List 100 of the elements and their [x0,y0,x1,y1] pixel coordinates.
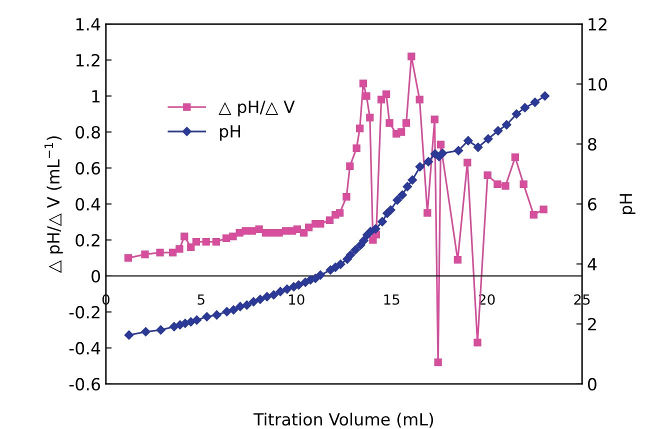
point [316,270,326,280]
point [350,245,360,255]
point [310,274,320,283]
y-tick-label: -0.6 [69,378,100,391]
point [346,250,356,260]
point [436,140,445,148]
legend-label: pH [220,125,240,141]
point [378,217,387,226]
y2-tick-label: 12 [588,18,606,30]
point [408,52,416,60]
y2-tick-label: 2 [588,318,596,330]
y-tick-label: 1 [92,90,100,102]
point [424,209,432,217]
point [242,300,252,310]
point [398,128,406,136]
point [362,92,370,100]
point [276,286,286,296]
point [330,262,340,272]
point [530,98,540,107]
point [540,91,550,101]
point [454,146,464,156]
point [511,153,520,162]
point [416,96,424,104]
point [378,96,386,104]
point [275,228,283,237]
point [141,327,150,336]
point [202,238,210,246]
point [484,171,492,180]
point [192,238,200,246]
point [502,120,512,130]
y-tick-label: 0.8 [76,126,100,139]
point [366,114,374,122]
point [262,292,272,302]
point [402,182,412,192]
y-tick-label: -0.4 [69,342,100,355]
x-tick-label: 10 [289,294,304,305]
point [434,358,442,366]
point [438,148,448,158]
point [222,234,230,242]
point [242,227,250,235]
point [124,254,132,262]
point [454,256,462,264]
point [294,280,304,290]
point [168,248,177,256]
point [212,310,222,320]
point [346,162,354,170]
point [342,192,350,201]
point [370,224,380,234]
point [293,225,301,234]
point [359,80,368,88]
point [494,180,502,188]
point [222,307,232,316]
point [248,227,256,235]
y-tick-label: 1.4 [76,18,100,30]
point [464,136,473,146]
y-axis-title: △ pH/△ V (mL$^{−1}$) [44,136,63,273]
y2-tick-label: 8 [588,138,596,151]
point [300,228,308,237]
point [540,206,548,214]
point [520,103,530,112]
point [386,119,394,127]
point [255,225,263,234]
y2-tick-label: 0 [588,378,596,391]
y-tick-label: 0 [92,270,100,283]
point [156,248,164,256]
y-tick-label: 1.2 [76,54,100,66]
point [512,109,522,119]
y2-tick-label: 4 [588,258,597,270]
point [248,297,258,306]
y-tick-label: -0.2 [69,306,100,319]
y-tick-label: 0.4 [76,198,100,211]
y2-axis-title: pH [620,194,636,214]
point [356,124,364,132]
point [336,209,344,217]
point [282,284,292,294]
y2-tick-label: 6 [588,198,596,211]
x-tick-label: 5 [198,294,204,305]
point [156,325,166,335]
point [473,142,483,152]
point [359,236,368,246]
x-axis-title: Titration Volume (mL) [253,412,434,428]
point [386,205,396,215]
y-tick-label: 0.2 [76,234,100,247]
point [192,315,202,325]
point [236,302,245,312]
point [493,126,503,136]
point [212,238,220,246]
point [269,290,278,300]
point [502,182,510,190]
y2-tick-label: 10 [588,78,608,91]
point [141,250,149,258]
x-tick-label: 15 [384,294,400,305]
point [408,175,417,185]
point [520,180,528,188]
point [382,90,390,98]
point [187,243,195,251]
point [392,195,402,205]
point [530,210,538,219]
legend-label: △ pH/△ V [218,100,295,116]
point [124,330,134,340]
